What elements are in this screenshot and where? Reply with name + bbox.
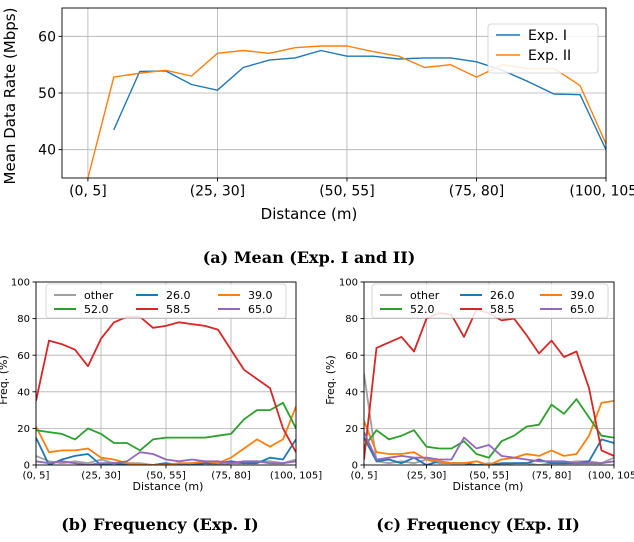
x-tick-label-c-3: (75, 80]	[532, 471, 572, 482]
x-axis-label-a: Distance (m)	[261, 205, 358, 223]
x-tick-label-a-1: (25, 30]	[190, 184, 245, 200]
legend-label-c-5: 65.0	[570, 303, 595, 316]
x-tick-label-a-0: (0, 5]	[69, 184, 107, 200]
x-tick-label-a-2: (50, 55]	[319, 184, 374, 200]
x-tick-label-a-4: (100, 105]	[569, 184, 634, 200]
legend-a: Exp. I Exp. II	[487, 23, 599, 74]
legend-label-c-2: 39.0	[570, 289, 595, 302]
caption-b: (b) Frequency (Exp. I)	[61, 515, 259, 534]
legend-label-b-0: other	[84, 289, 114, 302]
x-tick-label-b-1: (25, 30]	[81, 471, 121, 482]
series-line-b-2	[36, 406, 296, 465]
y-tick-label-a-1: 50	[38, 86, 56, 102]
legend-label-c-3: 52.0	[410, 303, 435, 316]
x-tick-label-c-1: (25, 30]	[407, 471, 447, 482]
y-tick-label-c-1: 20	[345, 424, 358, 435]
legend-label-b-5: 65.0	[248, 303, 273, 316]
series-line-c-5	[364, 431, 614, 465]
legend-label-a-0: Exp. I	[528, 28, 567, 44]
caption-c: (c) Frequency (Exp. II)	[376, 515, 580, 534]
x-tick-label-c-4: (100, 105]	[588, 471, 634, 482]
x-tick-label-b-3: (75, 80]	[211, 471, 251, 482]
mean-data-rate-chart: Distance (m) Mean Data Rate (Mbps) (a) M…	[1, 7, 634, 267]
legend-label-b-2: 39.0	[248, 289, 273, 302]
series-line-a-0	[113, 49, 606, 151]
series-group-b	[36, 315, 296, 465]
x-tick-label-b-2: (50, 55]	[146, 471, 186, 482]
y-tick-label-c-4: 80	[345, 314, 358, 325]
series-line-b-1	[36, 437, 296, 465]
y-tick-label-b-4: 80	[17, 314, 30, 325]
y-tick-label-a-0: 40	[38, 143, 56, 159]
legend-label-c-1: 26.0	[490, 289, 515, 302]
caption-a: (a) Mean (Exp. I and II)	[203, 248, 416, 267]
y-tick-label-a-2: 60	[38, 29, 56, 45]
legend-b: other 26.0 39.0 52.0 58.5 65.0	[45, 283, 287, 319]
legend-label-b-3: 52.0	[84, 303, 109, 316]
y-tick-label-b-3: 60	[17, 351, 30, 362]
y-tick-label-b-2: 40	[17, 387, 30, 398]
y-tick-label-b-0: 0	[24, 461, 30, 472]
y-tick-label-c-2: 40	[345, 387, 358, 398]
y-axis-label-a: Mean Data Rate (Mbps)	[1, 8, 19, 185]
series-line-c-3	[364, 398, 614, 459]
legend-box-a	[487, 23, 599, 74]
y-axis-label-c: Freq. (%)	[324, 355, 337, 405]
legend-label-a-1: Exp. II	[528, 48, 571, 64]
series-line-b-3	[36, 401, 296, 452]
y-tick-label-b-1: 20	[17, 424, 30, 435]
legend-label-c-4: 58.5	[490, 303, 515, 316]
x-tick-label-c-0: (0, 5]	[351, 471, 378, 482]
legend-label-b-4: 58.5	[166, 303, 191, 316]
legend-c: other 26.0 39.0 52.0 58.5 65.0	[371, 283, 609, 319]
series-line-c-2	[364, 400, 614, 465]
x-tick-label-b-0: (0, 5]	[23, 471, 50, 482]
x-tick-label-b-4: (100, 105]	[270, 471, 322, 482]
series-line-b-5	[36, 451, 296, 465]
frequency-exp2-chart: Distance (m) Freq. (%) (c) Frequency (Ex…	[324, 278, 634, 534]
y-tick-label-c-0: 0	[352, 461, 358, 472]
x-axis-label-c: Distance (m)	[453, 480, 524, 493]
x-tick-label-a-3: (75, 80]	[449, 184, 504, 200]
x-tick-label-c-2: (50, 55]	[469, 471, 509, 482]
frequency-exp1-chart: Distance (m) Freq. (%) (b) Frequency (Ex…	[0, 278, 322, 534]
legend-label-b-1: 26.0	[166, 289, 191, 302]
series-line-b-4	[36, 315, 296, 453]
y-tick-label-c-3: 60	[345, 351, 358, 362]
legend-label-c-0: other	[410, 289, 440, 302]
y-tick-label-c-5: 100	[339, 278, 358, 289]
y-tick-label-b-5: 100	[11, 278, 30, 289]
x-axis-label-b: Distance (m)	[133, 480, 204, 493]
y-axis-label-b: Freq. (%)	[0, 355, 10, 405]
